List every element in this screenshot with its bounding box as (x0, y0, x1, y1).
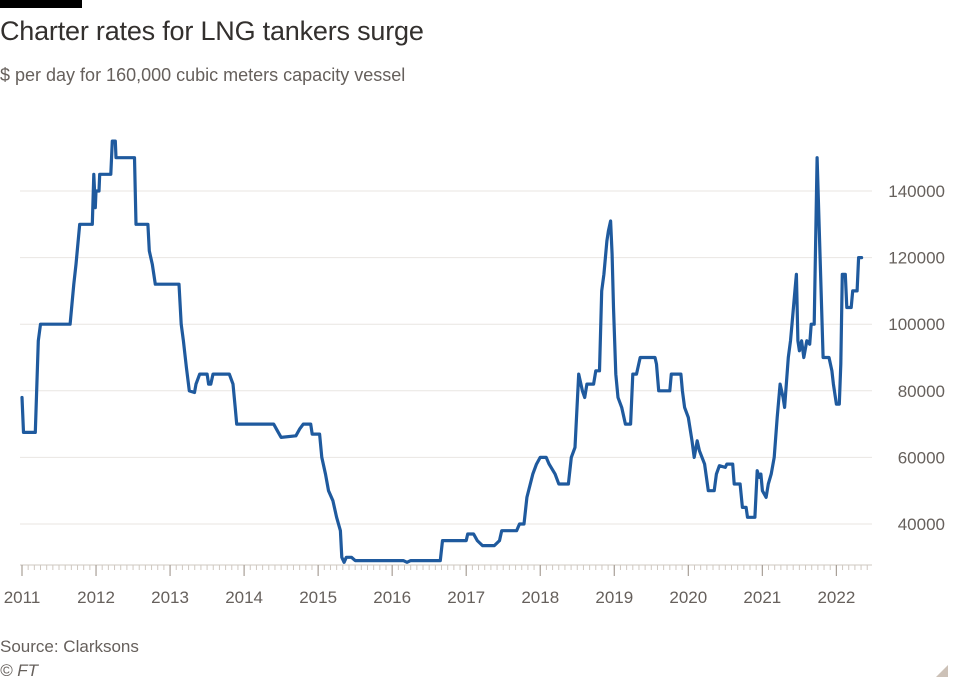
y-axis: 40000 60000 80000 100000 120000 140000 (888, 182, 945, 534)
x-tick-label: 2015 (299, 588, 337, 607)
ft-brand-bar (0, 0, 82, 8)
y-tick-label: 40000 (898, 515, 945, 534)
series-line-0 (20, 139, 864, 564)
y-tick-label: 120000 (888, 249, 945, 268)
y-tick-label: 140000 (888, 182, 945, 201)
x-axis: 2011 2012 2013 2014 2015 2016 2017 2018 2019 2020… (4, 564, 872, 607)
x-tick-label: 2017 (447, 588, 485, 607)
copyright-note: © FT (0, 661, 39, 680)
chart-title: Charter rates for LNG tankers surge (0, 16, 424, 46)
y-tick-label: 80000 (898, 382, 945, 401)
resize-corner-icon (936, 665, 948, 677)
x-tick-label: 2014 (225, 588, 263, 607)
x-tick-label: 2011 (4, 588, 41, 607)
x-tick-label: 2018 (521, 588, 559, 607)
source-note: Source: Clarksons (0, 637, 139, 656)
x-tick-label: 2019 (595, 588, 633, 607)
y-tick-label: 100000 (888, 315, 945, 334)
x-tick-label: 2022 (817, 588, 855, 607)
gridlines (20, 190, 872, 525)
chart-subtitle: $ per day for 160,000 cubic meters capac… (0, 65, 406, 85)
x-tick-label: 2012 (77, 588, 115, 607)
x-tick-label: 2016 (373, 588, 411, 607)
x-tick-label: 2021 (743, 588, 781, 607)
x-tick-label: 2020 (669, 588, 707, 607)
series-layer (20, 139, 864, 564)
y-tick-label: 60000 (898, 448, 945, 467)
x-tick-label: 2013 (151, 588, 189, 607)
